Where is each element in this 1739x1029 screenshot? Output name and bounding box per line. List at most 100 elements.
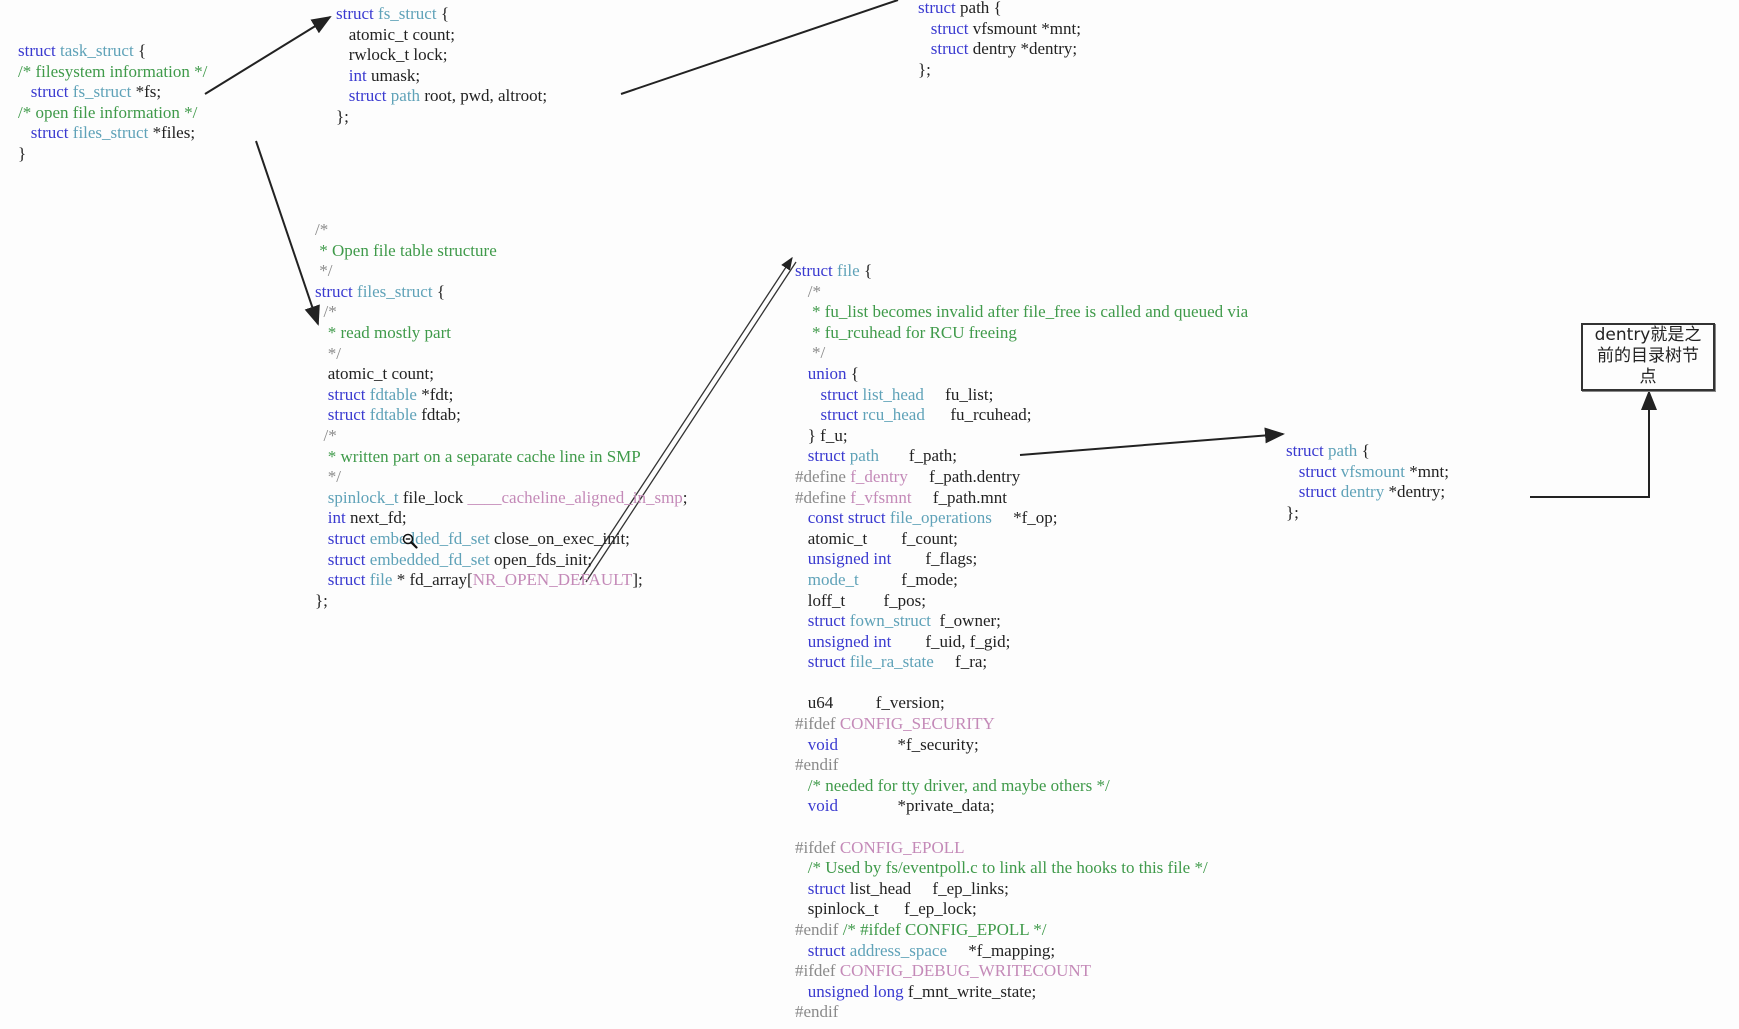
code-token: atomic_t count; (315, 364, 434, 384)
arrow-task-to-fs-struct (204, 15, 332, 95)
code-token (315, 405, 328, 424)
path-struct-top-code: struct path { struct vfsmount *mnt; stru… (918, 0, 1081, 80)
code-token: path (1328, 441, 1358, 460)
code-token (1286, 462, 1299, 481)
code-token (18, 123, 31, 142)
code-token: /* filesystem information */ (18, 61, 208, 81)
code-token: struct (807, 611, 850, 631)
code-token: file (369, 570, 393, 590)
files-struct-code: /* * Open file table structure */ struct … (315, 220, 688, 611)
code-token: spinlock_t f_ep_lock; (795, 899, 977, 919)
code-token: path (849, 446, 880, 466)
code-token: umask; (366, 65, 421, 85)
code-token: { (436, 4, 449, 23)
code-token: f_mnt_write_state; (903, 981, 1037, 1001)
code-token: f_flags; (891, 549, 978, 569)
code-token: CONFIG_EPOLL (839, 837, 965, 857)
code-token: path (390, 86, 421, 106)
code-line: struct task_struct { (18, 41, 207, 62)
code-token: file_lock (398, 487, 468, 507)
code-token: #endif (795, 755, 839, 775)
code-token: } (18, 143, 27, 163)
code-token: */ (315, 343, 341, 363)
code-line: #ifdef CONFIG_DEBUG_WRITECOUNT (795, 961, 1248, 982)
code-line: spinlock_t f_ep_lock; (795, 899, 1248, 920)
code-token (795, 796, 808, 815)
code-token (795, 570, 808, 589)
code-token: ]; (632, 570, 643, 590)
code-line: } f_u; (795, 426, 1248, 447)
code-token: f_path.dentry (907, 466, 1021, 486)
code-line: #ifdef CONFIG_SECURITY (795, 714, 1248, 735)
code-token (795, 385, 821, 404)
code-token (795, 364, 808, 383)
code-token: /* Used by fs/eventpoll.c to link all th… (795, 858, 1208, 878)
code-line: */ (795, 343, 1248, 364)
code-token (918, 39, 931, 58)
code-token: * read mostly part (315, 322, 451, 342)
code-line: struct vfsmount *mnt; (1286, 462, 1449, 483)
code-token: atomic_t f_count; (795, 528, 958, 548)
code-token: unsigned int (807, 631, 892, 651)
code-line: struct fown_struct f_owner; (795, 611, 1248, 632)
code-token (315, 508, 328, 527)
code-token: f_ra; (933, 652, 988, 672)
code-line (795, 817, 1248, 838)
code-line: }; (1286, 503, 1449, 524)
code-token (795, 611, 808, 630)
code-token: }; (1286, 502, 1299, 522)
code-token: *fs; (131, 82, 162, 102)
code-token: * fu_rcuhead for RCU freeing (795, 322, 1017, 342)
code-token: CONFIG_SECURITY (839, 714, 995, 734)
code-token: struct (930, 39, 973, 59)
code-token (795, 817, 799, 836)
code-token: struct (18, 41, 61, 60)
code-token (795, 549, 808, 568)
code-token (795, 673, 799, 692)
code-line: void *private_data; (795, 796, 1248, 817)
code-token (336, 66, 349, 85)
code-token: /* needed for tty driver, and maybe othe… (795, 775, 1110, 795)
code-line: #ifdef CONFIG_EPOLL (795, 838, 1248, 859)
code-line: * fu_list becomes invalid after file_fre… (795, 302, 1248, 323)
path-struct-right-code: struct path { struct vfsmount *mnt; stru… (1286, 441, 1449, 523)
code-line: struct files_struct { (315, 282, 688, 303)
code-line: struct dentry *dentry; (1286, 482, 1449, 503)
code-token: close_on_exec_init; (489, 528, 630, 548)
code-line: void *f_security; (795, 735, 1248, 756)
code-line: struct file { (795, 261, 1248, 282)
code-token: fdtable (369, 405, 417, 425)
code-line: * Open file table structure (315, 241, 688, 262)
code-token: fs_struct (378, 4, 437, 23)
code-token: struct (327, 405, 370, 425)
code-line: u64 f_version; (795, 693, 1248, 714)
code-token: unsigned int (807, 549, 892, 569)
code-token: struct (315, 281, 358, 301)
code-token: spinlock_t (327, 487, 399, 507)
code-token: fown_struct (849, 611, 931, 631)
fs-struct-code: struct fs_struct { atomic_t count; rwloc… (336, 4, 547, 128)
code-token: struct (327, 528, 370, 548)
code-line: atomic_t count; (315, 364, 688, 385)
note-line-1: dentry就是之 (1594, 325, 1702, 345)
code-line: /* (315, 426, 688, 447)
code-token: struct (820, 384, 863, 404)
code-line: } (18, 144, 207, 165)
code-token: dentry *dentry; (972, 39, 1078, 59)
code-token: *f_mapping; (947, 940, 1056, 960)
code-token (315, 570, 328, 589)
code-token: embedded_fd_set (369, 528, 490, 548)
code-line: int umask; (336, 66, 547, 87)
code-token: f_owner; (931, 611, 1001, 631)
code-token: path { (960, 0, 1002, 17)
code-token (795, 446, 808, 465)
arrow-dentry-to-note (1530, 390, 1657, 498)
dentry-note-box: dentry就是之 前的目录树节 点 (1581, 323, 1715, 391)
code-line: #endif (795, 1002, 1248, 1023)
code-token: vfsmount (1340, 461, 1406, 481)
code-token: ____cacheline_aligned_in_smp (467, 487, 683, 507)
code-token: f_dentry (850, 466, 908, 486)
code-token (795, 982, 808, 1001)
code-line: struct files_struct *files; (18, 123, 207, 144)
code-line: /* needed for tty driver, and maybe othe… (795, 776, 1248, 797)
